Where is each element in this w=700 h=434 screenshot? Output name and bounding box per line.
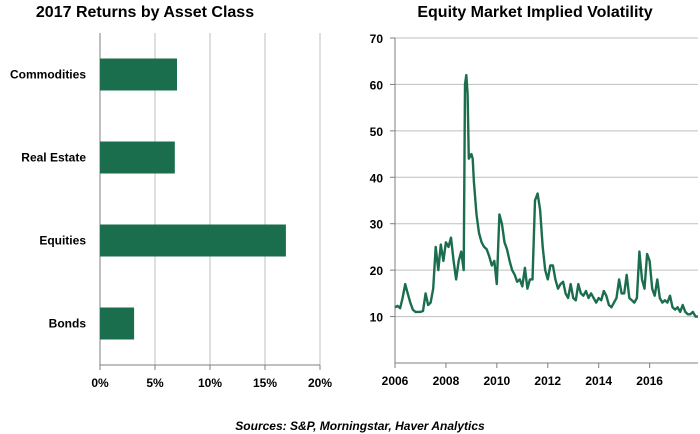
returns-bar-chart: 2017 Returns by Asset Class Commodities R… <box>10 4 332 390</box>
bar <box>100 141 175 174</box>
x-tick-label: 2006 <box>382 374 409 388</box>
x-tick-label: 2010 <box>483 374 510 388</box>
source-note: Sources: S&P, Morningstar, Haver Analyti… <box>235 419 485 433</box>
x-tick-label: 2012 <box>534 374 561 388</box>
y-tick-label: 10 <box>370 311 384 325</box>
bar <box>100 224 286 257</box>
y-tick-label: 70 <box>370 32 384 46</box>
bar <box>100 58 177 91</box>
returns-chart-title: 2017 Returns by Asset Class <box>36 4 254 21</box>
volatility-gridlines <box>390 37 698 368</box>
y-tick-label: 40 <box>370 171 384 185</box>
y-tick-label: 20 <box>370 264 384 278</box>
x-tick-label: 5% <box>146 376 164 390</box>
returns-category-labels: Commodities Real Estate Equities Bonds <box>10 68 86 331</box>
y-tick-label: 50 <box>370 125 384 139</box>
x-tick-label: 2014 <box>585 374 612 388</box>
x-tick-label: 15% <box>253 376 277 390</box>
volatility-chart-title: Equity Market Implied Volatility <box>417 4 652 21</box>
x-tick-label: 20% <box>308 376 332 390</box>
returns-bars <box>100 58 286 340</box>
volatility-tick-labels: 10 20 30 40 50 60 70 2006 2008 2010 2012 2014 2016 <box>370 32 664 388</box>
x-tick-label: 2016 <box>636 374 663 388</box>
x-tick-label: 10% <box>198 376 222 390</box>
volatility-line-chart: Equity Market Implied Volatility 10 20 30 4… <box>370 4 698 388</box>
volatility-series <box>394 73 698 318</box>
returns-x-tick-labels: 0% 5% 10% 15% 20% <box>91 376 332 390</box>
volatility-line <box>394 73 698 318</box>
y-tick-label: 60 <box>370 78 384 92</box>
category-label: Bonds <box>49 317 87 331</box>
bar <box>100 307 135 340</box>
category-label: Real Estate <box>21 151 86 165</box>
category-label: Commodities <box>10 68 86 82</box>
x-tick-label: 2008 <box>433 374 460 388</box>
x-tick-label: 0% <box>91 376 109 390</box>
y-tick-label: 30 <box>370 218 384 232</box>
category-label: Equities <box>39 234 86 248</box>
